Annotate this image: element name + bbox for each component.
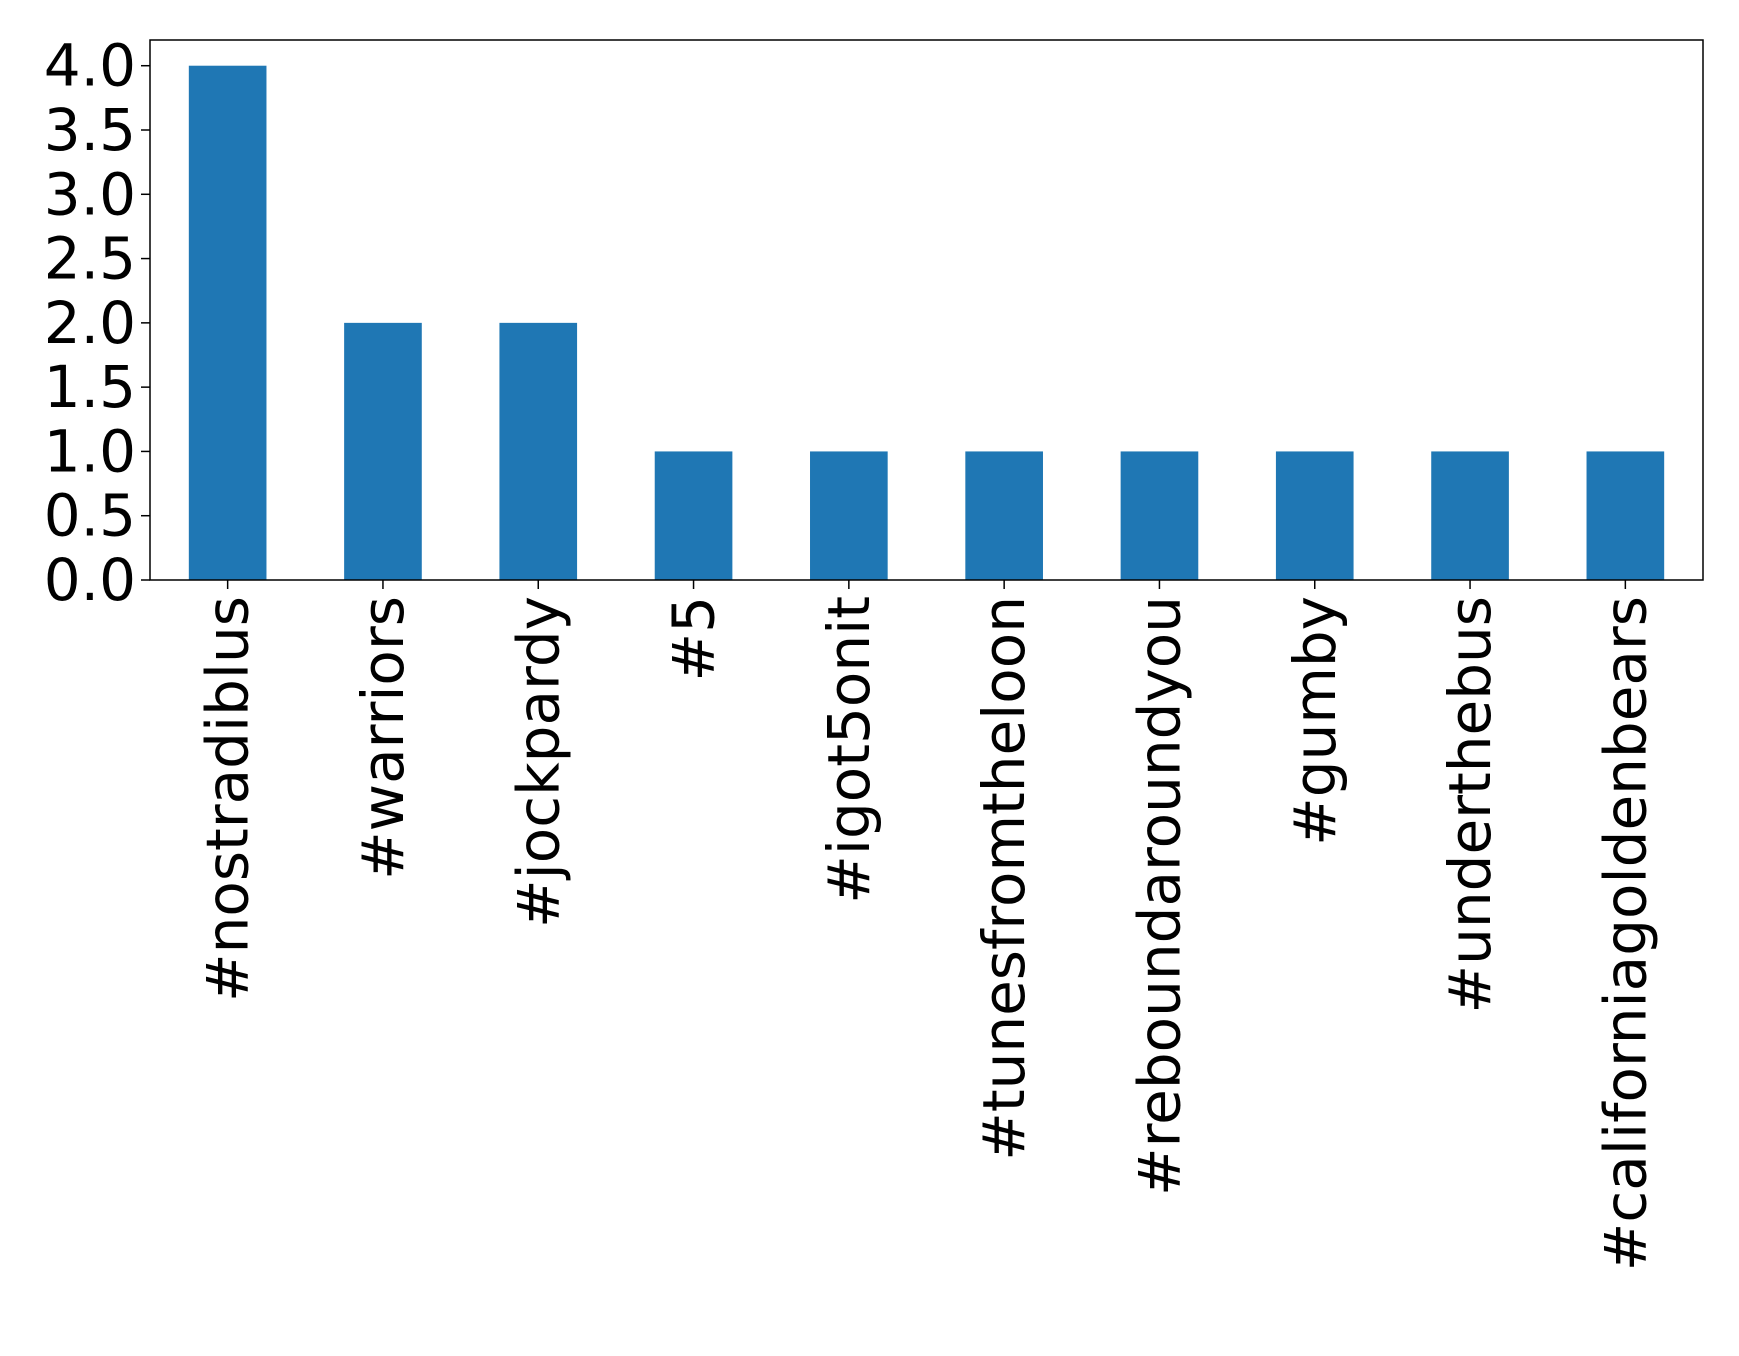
x-axis: #nostradiblus #warriors #jockpardy #5 #igot5… [194,580,1659,1271]
x-tick-label-2: #jockpardy [504,596,572,928]
plot-frame [149,39,1704,581]
y-tick-label-3: 1.5 [44,353,136,421]
bar-8 [1431,451,1509,580]
x-tick-label-8: #underthebus [1436,596,1504,1013]
x-tick-label-0: #nostradiblus [194,596,262,1002]
y-tick-label-8: 4.0 [44,32,136,100]
bar-3 [654,451,733,580]
y-tick-label-4: 2.0 [44,289,136,357]
bar-6 [1120,451,1199,580]
x-tick-label-6: #reboundaroundyou [1125,596,1193,1196]
x-tick-label-1: #warriors [349,596,417,880]
bar-4 [810,451,888,580]
bars-group [188,65,1665,580]
bar-1 [344,322,422,580]
x-tick-label-7: #gumby [1281,596,1349,846]
x-tick-label-4: #igot5onit [815,596,883,904]
y-tick-label-5: 2.5 [44,225,136,293]
x-tick-label-5: #tunesfromtheloon [970,596,1038,1161]
y-axis: 0.00.51.01.52.02.53.03.54.0 [44,32,150,614]
bar-0 [188,65,267,580]
bar-7 [1275,451,1354,580]
y-tick-label-7: 3.5 [44,96,136,164]
y-tick-label-1: 0.5 [44,482,136,550]
x-tick-label-3: #5 [660,596,728,682]
y-tick-label-0: 0.0 [44,546,136,614]
bar-9 [1586,451,1665,580]
y-tick-label-2: 1.0 [44,417,136,485]
bar-5 [965,451,1043,580]
y-tick-label-6: 3.0 [44,160,136,228]
bar-2 [499,322,578,580]
x-tick-label-9: #californiagoldenbears [1591,596,1659,1271]
